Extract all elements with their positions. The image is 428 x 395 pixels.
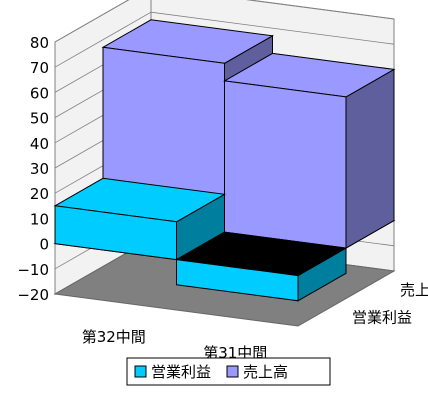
y-tick-label: 40 — [30, 135, 49, 153]
y-tick-label: 60 — [30, 84, 49, 102]
bar-front-face — [224, 80, 347, 249]
bar-営業利益-第31中間 — [174, 231, 348, 302]
y-tick-label: 10 — [30, 210, 49, 228]
y-tick-label: 0 — [39, 236, 49, 254]
y-tick-label: 70 — [30, 59, 49, 77]
series-axis-label: 営業利益 — [352, 308, 412, 326]
legend-swatch — [134, 365, 147, 378]
series-axis-label: 売上高 — [400, 281, 428, 299]
bar-front-face — [176, 259, 299, 302]
legend-label: 売上高 — [243, 363, 288, 381]
y-tick-label: 50 — [30, 110, 49, 128]
legend-swatch — [226, 365, 239, 378]
y-tick-label: 80 — [30, 34, 49, 52]
category-label: 第32中間 — [82, 328, 146, 346]
bar-売上高-第31中間 — [222, 52, 396, 249]
gridline — [54, 0, 395, 43]
bar-side-face — [345, 68, 395, 249]
legend-box — [126, 357, 331, 386]
y-tick-label: 30 — [30, 160, 49, 178]
y-tick-label: −20 — [17, 286, 49, 304]
gridline — [54, 11, 395, 68]
bar-営業利益-第32中間 — [53, 177, 227, 261]
y-tick-label: −10 — [17, 261, 49, 279]
bar-front-face — [54, 205, 177, 261]
y-tick-label: 20 — [30, 185, 49, 203]
legend-label: 営業利益 — [151, 363, 211, 381]
